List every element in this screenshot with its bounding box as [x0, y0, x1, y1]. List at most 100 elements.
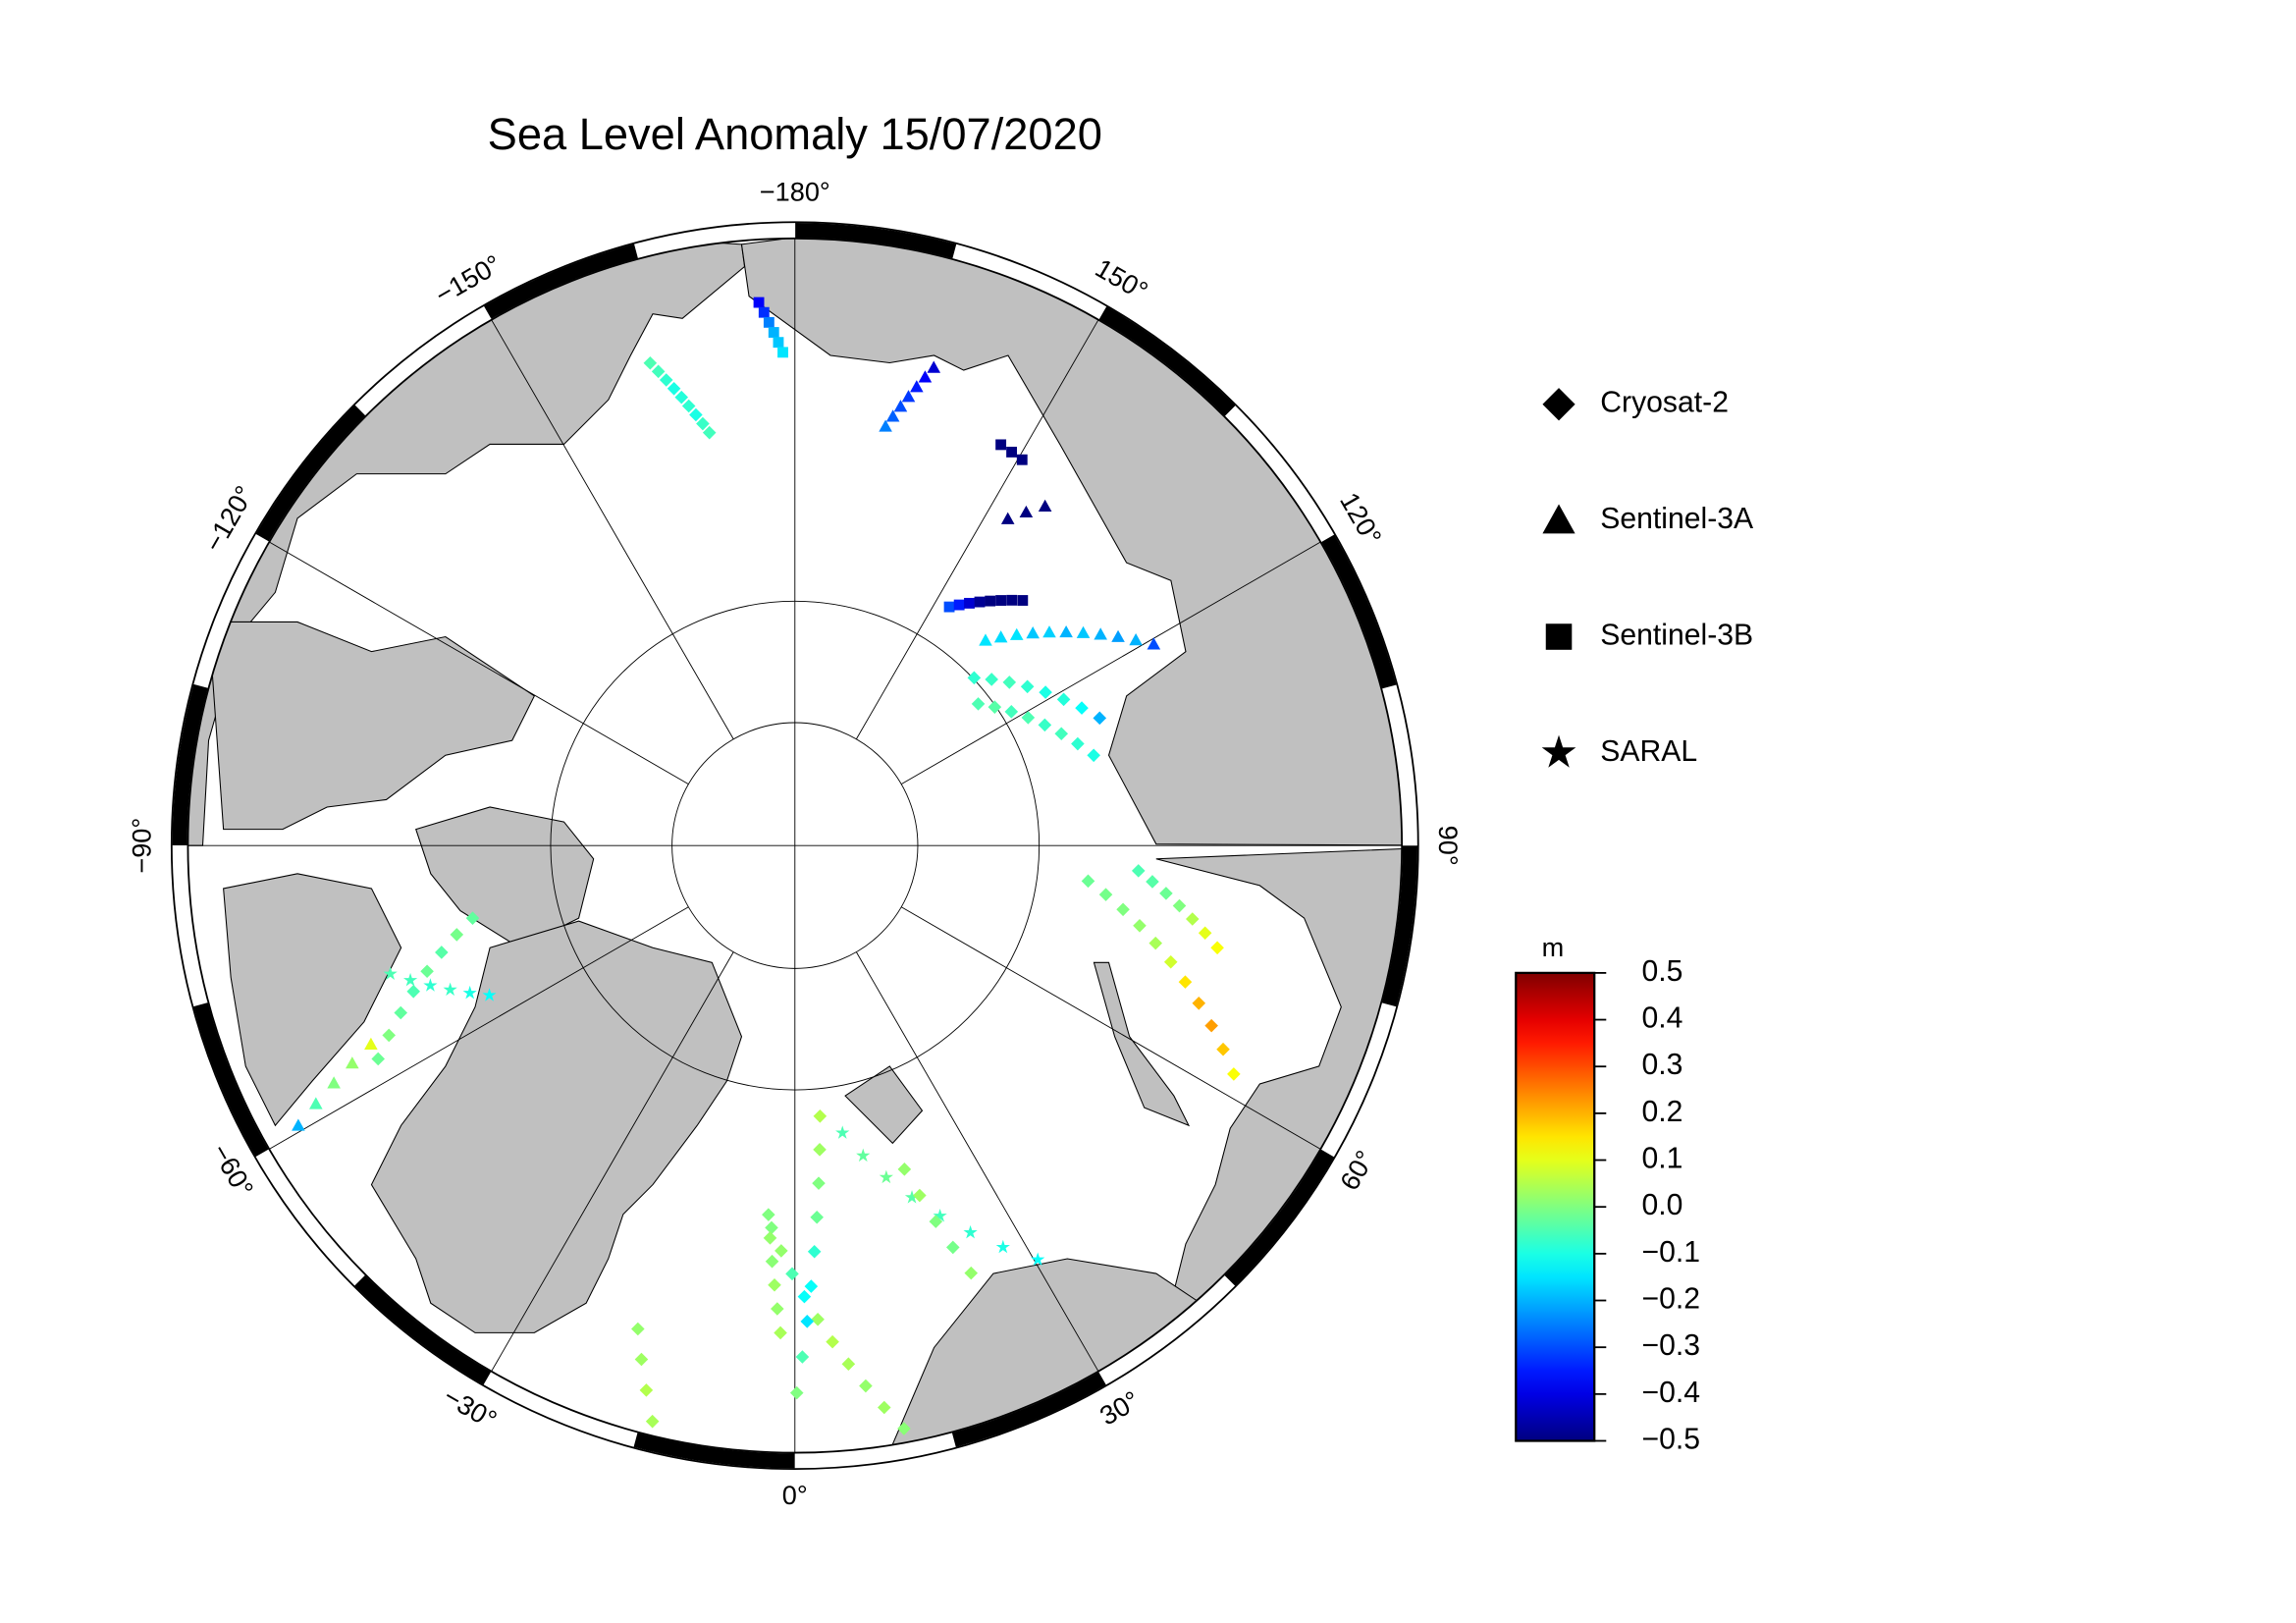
- diamond-marker: [810, 1210, 824, 1224]
- diamond-marker: [674, 390, 689, 405]
- diamond-marker: [1133, 918, 1147, 933]
- square-marker: [753, 297, 765, 308]
- diamond-marker: [651, 364, 666, 379]
- diamond-marker: [1198, 926, 1212, 941]
- diamond-marker: [1148, 936, 1163, 950]
- diamond-marker: [785, 1267, 799, 1281]
- diamond-marker: [765, 1254, 779, 1269]
- meridian: [855, 319, 1099, 740]
- meridian-label: −90°: [126, 818, 156, 874]
- triangle-marker: [1042, 625, 1056, 638]
- frame-ticks: [172, 222, 1417, 1469]
- diamond-marker: [1093, 711, 1107, 726]
- meridian: [269, 906, 689, 1150]
- diamond-marker: [1056, 692, 1071, 707]
- diamond-marker: [765, 1220, 778, 1235]
- diamond-marker: [450, 928, 464, 942]
- diamond-marker: [826, 1334, 839, 1349]
- diamond-marker: [811, 1312, 825, 1326]
- triangle-marker: [1038, 499, 1052, 512]
- title: Sea Level Anomaly 15/07/2020: [488, 109, 1102, 159]
- triangle-marker: [901, 390, 916, 403]
- diamond-marker: [859, 1379, 873, 1393]
- square-marker: [763, 316, 774, 328]
- triangle-marker: [979, 633, 992, 646]
- diamond-marker: [1004, 705, 1019, 719]
- svalbard: [844, 1065, 924, 1145]
- star-marker: [856, 1148, 871, 1163]
- diamond-marker: [841, 1357, 856, 1372]
- diamond-marker: [897, 1163, 912, 1176]
- meridian: [900, 906, 1321, 1150]
- diamond-marker: [1146, 875, 1159, 889]
- diamond-marker: [807, 1244, 822, 1259]
- diamond-marker: [1216, 1042, 1230, 1056]
- diamond-marker: [985, 673, 998, 686]
- triangle-marker: [346, 1056, 359, 1069]
- diamond-marker: [1192, 996, 1206, 1010]
- colorbar-tick-label: −0.1: [1641, 1236, 1700, 1269]
- meridian-label: 150°: [1091, 252, 1153, 306]
- diamond-marker: [971, 697, 986, 711]
- diamond-marker: [1039, 685, 1052, 699]
- legend: Cryosat-2 Sentinel-3A Sentinel-3B SARAL: [1541, 387, 1754, 768]
- colorbar-tick-label: −0.2: [1641, 1282, 1700, 1315]
- star-marker: [1031, 1252, 1045, 1266]
- diamond-marker: [1210, 941, 1224, 955]
- square-marker: [1006, 594, 1018, 606]
- diamond-marker: [813, 1109, 828, 1123]
- triangle-marker: [910, 380, 924, 393]
- diamond-marker: [659, 373, 673, 387]
- diamond-marker: [762, 1208, 775, 1221]
- diamond-marker: [797, 1289, 812, 1304]
- colorbar-tick-label: 0.3: [1641, 1049, 1682, 1081]
- diamond-marker: [394, 1005, 408, 1020]
- star-marker: [835, 1125, 850, 1139]
- square-marker: [1017, 595, 1029, 606]
- diamond-marker: [643, 355, 658, 370]
- greenland: [370, 920, 743, 1333]
- diamond-marker: [696, 416, 710, 431]
- legend-label: SARAL: [1600, 735, 1697, 768]
- archipelago: [207, 621, 536, 831]
- triangle-marker: [879, 419, 892, 432]
- star-marker: [462, 985, 477, 1000]
- triangle-marker: [1009, 627, 1024, 640]
- legend-label: Sentinel-3B: [1600, 619, 1753, 651]
- meridian-label: 30°: [1095, 1384, 1145, 1431]
- meridian-label: −180°: [760, 177, 830, 207]
- triangle-marker: [1111, 629, 1125, 642]
- diamond-marker: [371, 1052, 385, 1066]
- meridian: [855, 951, 1099, 1372]
- star-marker: [402, 972, 418, 987]
- square-marker: [768, 327, 779, 338]
- colorbar-tick-label: 0.0: [1641, 1189, 1682, 1221]
- star-marker: [963, 1224, 978, 1239]
- square-marker: [758, 306, 770, 318]
- triangle-marker: [927, 360, 941, 373]
- diamond-marker: [1087, 748, 1100, 763]
- diamond-marker: [771, 1302, 784, 1316]
- diamond-marker: [639, 1383, 654, 1397]
- meridian-label: 90°: [1433, 826, 1464, 866]
- diamond-marker: [964, 1266, 979, 1280]
- russia-west: [1155, 844, 1403, 1333]
- star-marker: [933, 1208, 947, 1222]
- frame-inner: [187, 237, 1404, 1454]
- triangle-marker: [993, 630, 1008, 643]
- novaya-zemlya: [1093, 961, 1191, 1127]
- square-marker: [995, 439, 1007, 451]
- scandinavia: [888, 1258, 1201, 1453]
- triangle-marker: [327, 1076, 341, 1089]
- colorbar-tick-label: 0.4: [1641, 1002, 1682, 1035]
- diamond-marker: [1020, 679, 1035, 694]
- star-marker: [482, 988, 497, 1001]
- diamond-marker: [877, 1400, 891, 1415]
- diamond-marker: [1542, 388, 1575, 421]
- diamond-marker: [1204, 1018, 1218, 1033]
- diamond-marker: [812, 1176, 826, 1190]
- meridian-label: −120°: [198, 480, 260, 557]
- meridian: [900, 541, 1321, 784]
- diamond-marker: [645, 1414, 660, 1429]
- colorbar-tick-label: 0.5: [1641, 955, 1682, 988]
